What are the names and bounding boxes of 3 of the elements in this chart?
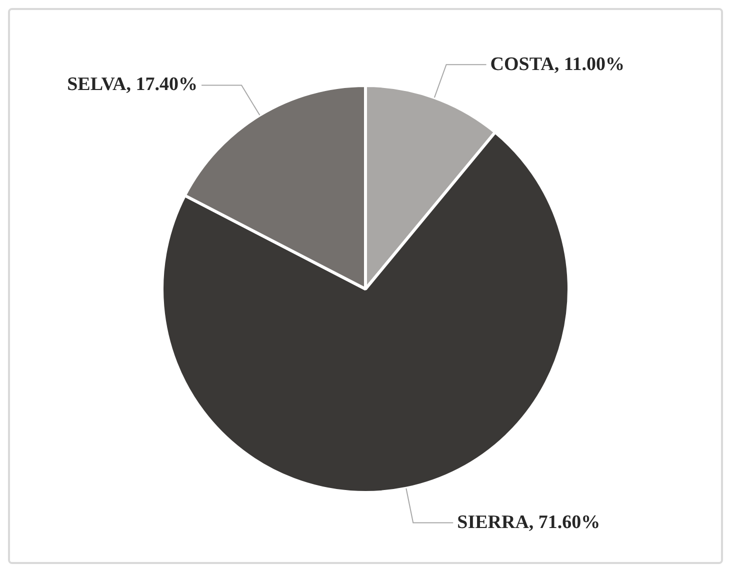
slice-label: SELVA, 17.40% [67,74,198,96]
slice-label: SIERRA, 71.60% [457,512,600,534]
slice-label: COSTA, 11.00% [490,54,625,76]
